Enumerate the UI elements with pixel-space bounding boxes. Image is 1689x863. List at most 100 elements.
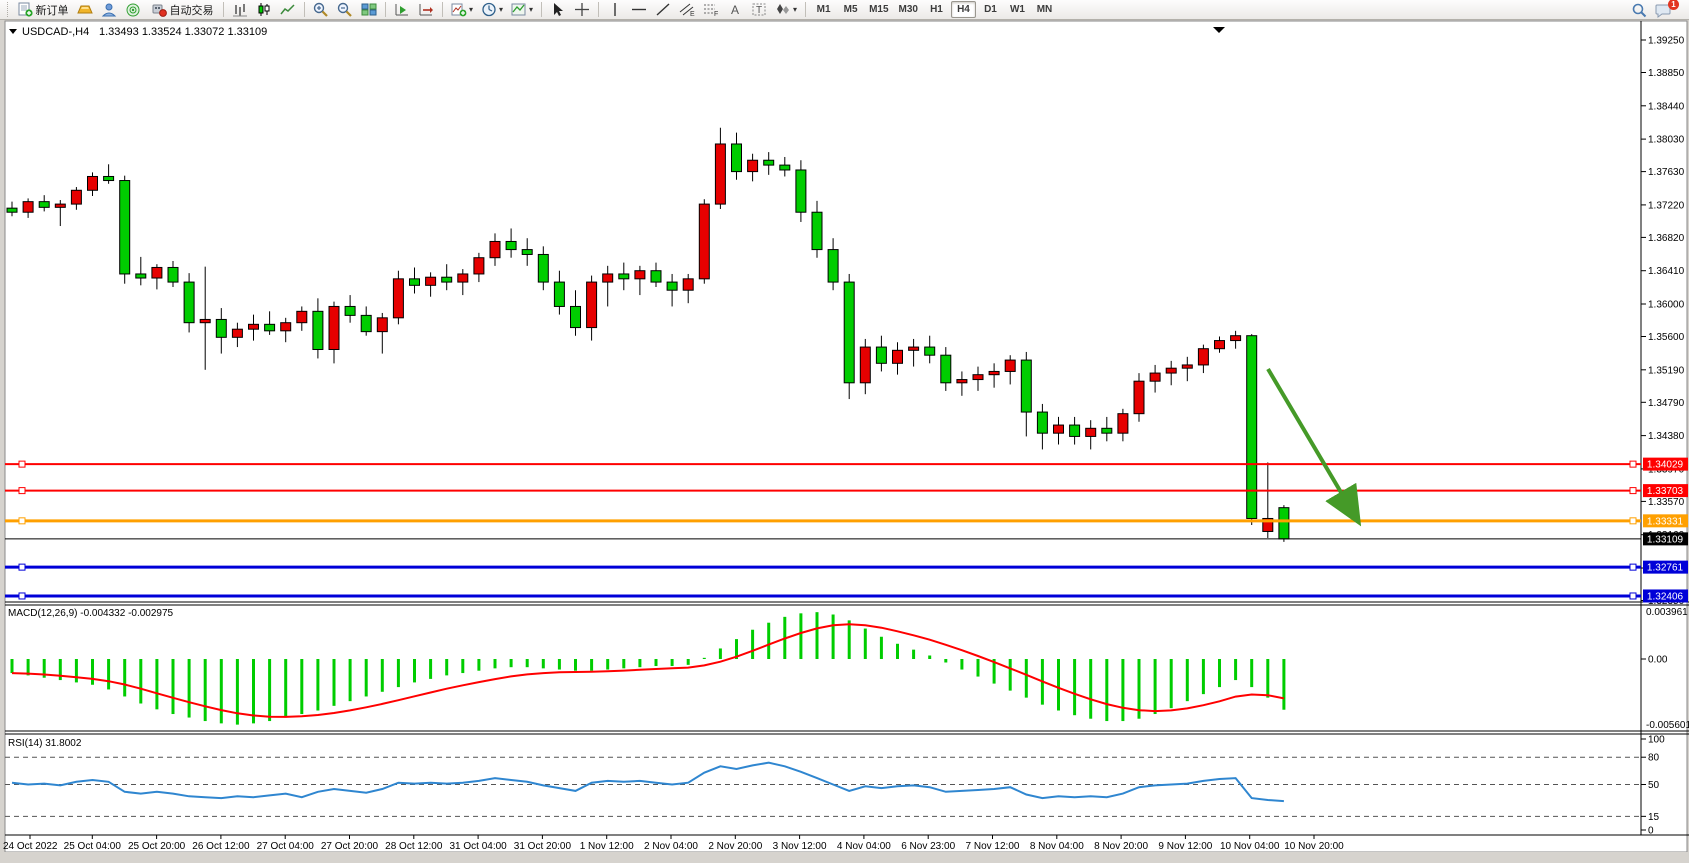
panel-separator[interactable] <box>5 601 1689 606</box>
arrows-icon <box>775 2 791 17</box>
timeframe-h4-button[interactable]: H4 <box>950 1 976 18</box>
tile-windows-button[interactable] <box>358 1 380 19</box>
fibonacci-button[interactable]: F <box>700 1 722 19</box>
text-label-button[interactable]: T <box>748 1 770 19</box>
candle <box>183 273 195 333</box>
bar-chart-button[interactable] <box>229 1 251 19</box>
new-order-button[interactable]: 新订单 <box>14 1 72 19</box>
horizontal-line-button[interactable] <box>628 1 650 19</box>
timeframe-m5-button[interactable]: M5 <box>843 4 858 15</box>
gold-ingot-button[interactable] <box>74 1 96 19</box>
candle <box>763 152 775 175</box>
price-tick-label: 1.35190 <box>1648 365 1685 376</box>
candle-body <box>618 273 630 280</box>
time-tick-label: 10 Nov 20:00 <box>1284 841 1344 852</box>
time-axis[interactable]: 24 Oct 2022 25 Oct 04:00 25 Oct 20:00 26 Oc… <box>3 835 1344 852</box>
notifications-button[interactable]: 1 <box>1652 0 1679 19</box>
line-price-label: 1.32406 <box>1647 591 1684 602</box>
candle <box>1133 373 1145 422</box>
line-handle[interactable] <box>1629 487 1637 495</box>
arrows-button[interactable]: ▾ <box>772 1 800 19</box>
horizontal-line-object[interactable]: 1.34029 <box>5 457 1688 471</box>
line-handle[interactable] <box>18 487 26 495</box>
line-handle[interactable] <box>1629 517 1637 525</box>
price-tick-label: 1.36820 <box>1648 233 1685 244</box>
candle-body <box>602 273 614 283</box>
timeframe-mn-button[interactable]: MN <box>1036 4 1053 15</box>
line-chart-button[interactable] <box>277 1 299 19</box>
rsi-indicator-label: RSI(14) 31.8002 <box>8 738 82 749</box>
auto-trading-button[interactable]: 自动交易 <box>146 1 218 19</box>
symbol-dropdown-icon[interactable] <box>9 29 17 34</box>
indicators-button[interactable]: ▾ <box>448 1 476 19</box>
line-handle[interactable] <box>1629 592 1637 600</box>
zoom-in-button[interactable] <box>310 1 332 19</box>
zoom-out-button[interactable] <box>334 1 356 19</box>
timeframe-m15-button[interactable]: M15 <box>869 4 889 15</box>
candle <box>940 347 952 391</box>
candle <box>1085 420 1097 450</box>
time-tick-label: 7 Nov 12:00 <box>966 841 1020 852</box>
timeframe-h1-button[interactable]: H1 <box>930 4 943 15</box>
line-handle[interactable] <box>18 563 26 571</box>
candle-body <box>6 207 18 213</box>
cursor-button[interactable] <box>547 1 569 19</box>
trend-arrow-line[interactable] <box>1266 367 1362 527</box>
equidistant-channel-button[interactable]: E <box>676 1 698 19</box>
signals-button[interactable] <box>122 1 144 19</box>
toolbar-grip[interactable] <box>7 2 10 17</box>
crosshair-button[interactable] <box>571 1 593 19</box>
candle-body <box>875 346 887 364</box>
candle <box>344 295 356 323</box>
candle-body <box>135 273 147 279</box>
horizontal-line-object[interactable]: 1.32406 <box>5 589 1688 603</box>
line-handle[interactable] <box>1629 460 1637 468</box>
candle-body <box>489 240 501 259</box>
candle <box>779 156 791 177</box>
macd-scale-zero: 0.00 <box>1648 655 1668 666</box>
line-handle[interactable] <box>1629 563 1637 571</box>
candle <box>1165 360 1177 386</box>
panel-separator[interactable] <box>5 730 1689 735</box>
gold-ingot-icon <box>77 2 93 17</box>
candlestick-chart-button[interactable] <box>253 1 275 19</box>
chart-shift-button[interactable] <box>415 1 437 19</box>
candle <box>1004 355 1016 385</box>
line-price-label: 1.34029 <box>1647 460 1684 471</box>
window-bottom-edge <box>0 852 1689 863</box>
candle <box>956 371 968 396</box>
timeframe-d1-button[interactable]: D1 <box>984 4 997 15</box>
candle-body <box>103 175 115 182</box>
candle-body <box>409 278 420 286</box>
vertical-line-button[interactable] <box>604 1 626 19</box>
candle <box>859 338 871 395</box>
horizontal-line-object[interactable]: 1.32761 <box>5 560 1688 574</box>
candle-body <box>167 266 179 283</box>
chart-canvas[interactable]: 1.39250 1.38850 1.38440 1.38030 1.37630 1.372… <box>0 20 1689 863</box>
chart-title: USDCAD-,H4 1.33493 1.33524 1.33072 1.3310… <box>9 26 267 38</box>
candle <box>296 306 308 331</box>
line-handle[interactable] <box>18 592 26 600</box>
trendline-button[interactable] <box>652 1 674 19</box>
chart-shift-marker[interactable] <box>1213 27 1225 33</box>
macd-panel: MACD(12,26,9) -0.004332 -0.002975 0.00396… <box>8 607 1689 731</box>
timeframe-m1-button[interactable]: M1 <box>816 4 831 15</box>
client-terminal-button[interactable] <box>98 1 120 19</box>
candle-body <box>1230 335 1242 342</box>
candle-body <box>119 180 131 275</box>
trend-arrow-object[interactable] <box>1266 367 1362 527</box>
text-button[interactable]: A <box>724 1 746 19</box>
candle <box>215 308 227 354</box>
periods-button[interactable]: ▾ <box>478 1 506 19</box>
timeframe-w1-button[interactable]: W1 <box>1009 4 1025 15</box>
line-handle[interactable] <box>18 517 26 525</box>
line-handle[interactable] <box>18 460 26 468</box>
search-button[interactable] <box>1628 1 1650 19</box>
horizontal-line-object[interactable]: 1.33703 <box>5 484 1688 498</box>
timeframe-m30-button[interactable]: M30 <box>898 4 918 15</box>
svg-text:E: E <box>690 11 695 17</box>
horizontal-line-object[interactable]: 1.33331 <box>5 514 1688 528</box>
templates-button[interactable]: ▾ <box>508 1 536 19</box>
time-tick-label: 10 Nov 04:00 <box>1220 841 1280 852</box>
auto-scroll-button[interactable] <box>391 1 413 19</box>
